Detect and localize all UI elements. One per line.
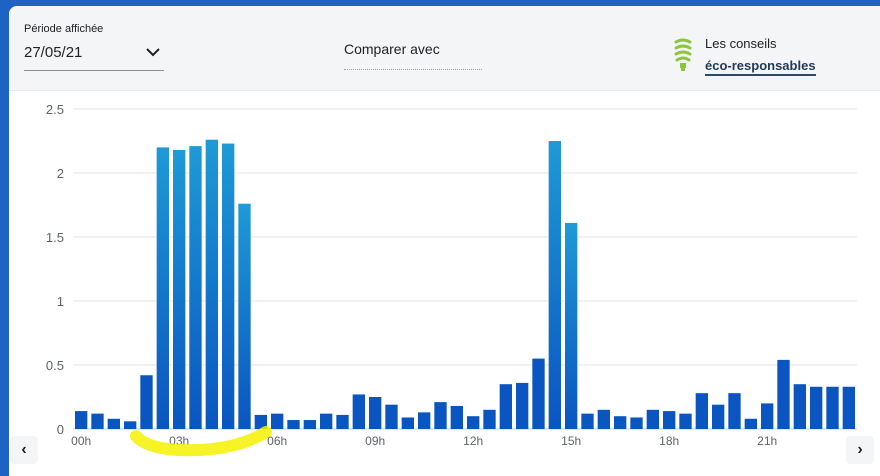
bar[interactable] — [712, 404, 725, 429]
bar[interactable] — [842, 386, 855, 429]
chart-header: Période affichée 27/05/21 Comparer avec … — [9, 6, 880, 91]
previous-button[interactable]: ‹ — [10, 436, 38, 464]
bar[interactable] — [532, 358, 545, 429]
bar[interactable] — [744, 418, 757, 429]
lightbulb-icon — [674, 38, 692, 71]
y-tick-label: 1 — [57, 294, 64, 309]
eco-advice-link[interactable]: éco-responsables — [705, 58, 816, 76]
bar[interactable] — [826, 386, 839, 429]
bar[interactable] — [565, 222, 578, 429]
period-select-value[interactable]: 27/05/21 — [24, 44, 83, 61]
bar[interactable] — [385, 404, 398, 429]
bar[interactable] — [695, 393, 708, 429]
bar[interactable] — [434, 402, 447, 429]
bar[interactable] — [222, 143, 235, 429]
bar[interactable] — [630, 417, 643, 429]
x-tick-label: 00h — [71, 434, 91, 448]
bar[interactable] — [810, 386, 823, 429]
bar[interactable] — [124, 421, 137, 429]
compare-select-underline — [344, 69, 482, 70]
bar[interactable] — [646, 409, 659, 429]
bar[interactable] — [761, 403, 774, 429]
bar[interactable] — [401, 417, 414, 429]
bar[interactable] — [303, 420, 316, 429]
bar[interactable] — [189, 146, 202, 429]
period-label: Période affichée — [24, 23, 104, 35]
bar[interactable] — [205, 139, 218, 429]
bar[interactable] — [581, 413, 594, 429]
bar[interactable] — [107, 418, 120, 429]
y-tick-label: 0.5 — [46, 358, 64, 373]
bar[interactable] — [254, 414, 267, 429]
bar[interactable] — [450, 405, 463, 429]
bar[interactable] — [516, 382, 529, 429]
bar[interactable] — [352, 394, 365, 429]
bar[interactable] — [369, 397, 382, 429]
bar[interactable] — [91, 413, 104, 429]
y-tick-label: 2 — [57, 166, 64, 181]
chevron-down-icon[interactable] — [145, 44, 161, 60]
compare-select[interactable]: Comparer avec — [344, 41, 440, 57]
bar[interactable] — [499, 384, 512, 429]
period-select-underline — [24, 70, 164, 71]
bar[interactable] — [777, 359, 790, 429]
bar[interactable] — [140, 375, 153, 429]
y-tick-label: 2.5 — [46, 102, 64, 117]
next-button[interactable]: › — [846, 436, 874, 464]
x-tick-label: 21h — [757, 434, 777, 448]
y-tick-label: 0 — [57, 422, 64, 437]
bar[interactable] — [728, 393, 741, 429]
bar[interactable] — [679, 413, 692, 429]
x-tick-label: 06h — [267, 434, 287, 448]
bar[interactable] — [156, 147, 169, 429]
bar[interactable] — [663, 411, 676, 429]
x-tick-label: 09h — [365, 434, 385, 448]
bar[interactable] — [614, 416, 627, 429]
bar[interactable] — [597, 409, 610, 429]
bar[interactable] — [173, 149, 186, 429]
x-tick-label: 18h — [659, 434, 679, 448]
conseils-label: Les conseils — [705, 36, 777, 51]
bar[interactable] — [287, 420, 300, 429]
bar[interactable] — [320, 413, 333, 429]
x-tick-label: 12h — [463, 434, 483, 448]
consumption-card: Période affichée 27/05/21 Comparer avec … — [9, 6, 880, 476]
bar[interactable] — [336, 414, 349, 429]
bar[interactable] — [418, 412, 431, 429]
x-tick-label: 15h — [561, 434, 581, 448]
bar[interactable] — [548, 141, 561, 429]
yellow-highlight-mark — [130, 426, 272, 457]
bar[interactable] — [75, 411, 88, 429]
bar[interactable] — [467, 416, 480, 429]
bar[interactable] — [271, 413, 284, 429]
bar[interactable] — [238, 203, 251, 429]
bar[interactable] — [793, 384, 806, 429]
bar[interactable] — [483, 409, 496, 429]
y-tick-label: 1.5 — [46, 230, 64, 245]
